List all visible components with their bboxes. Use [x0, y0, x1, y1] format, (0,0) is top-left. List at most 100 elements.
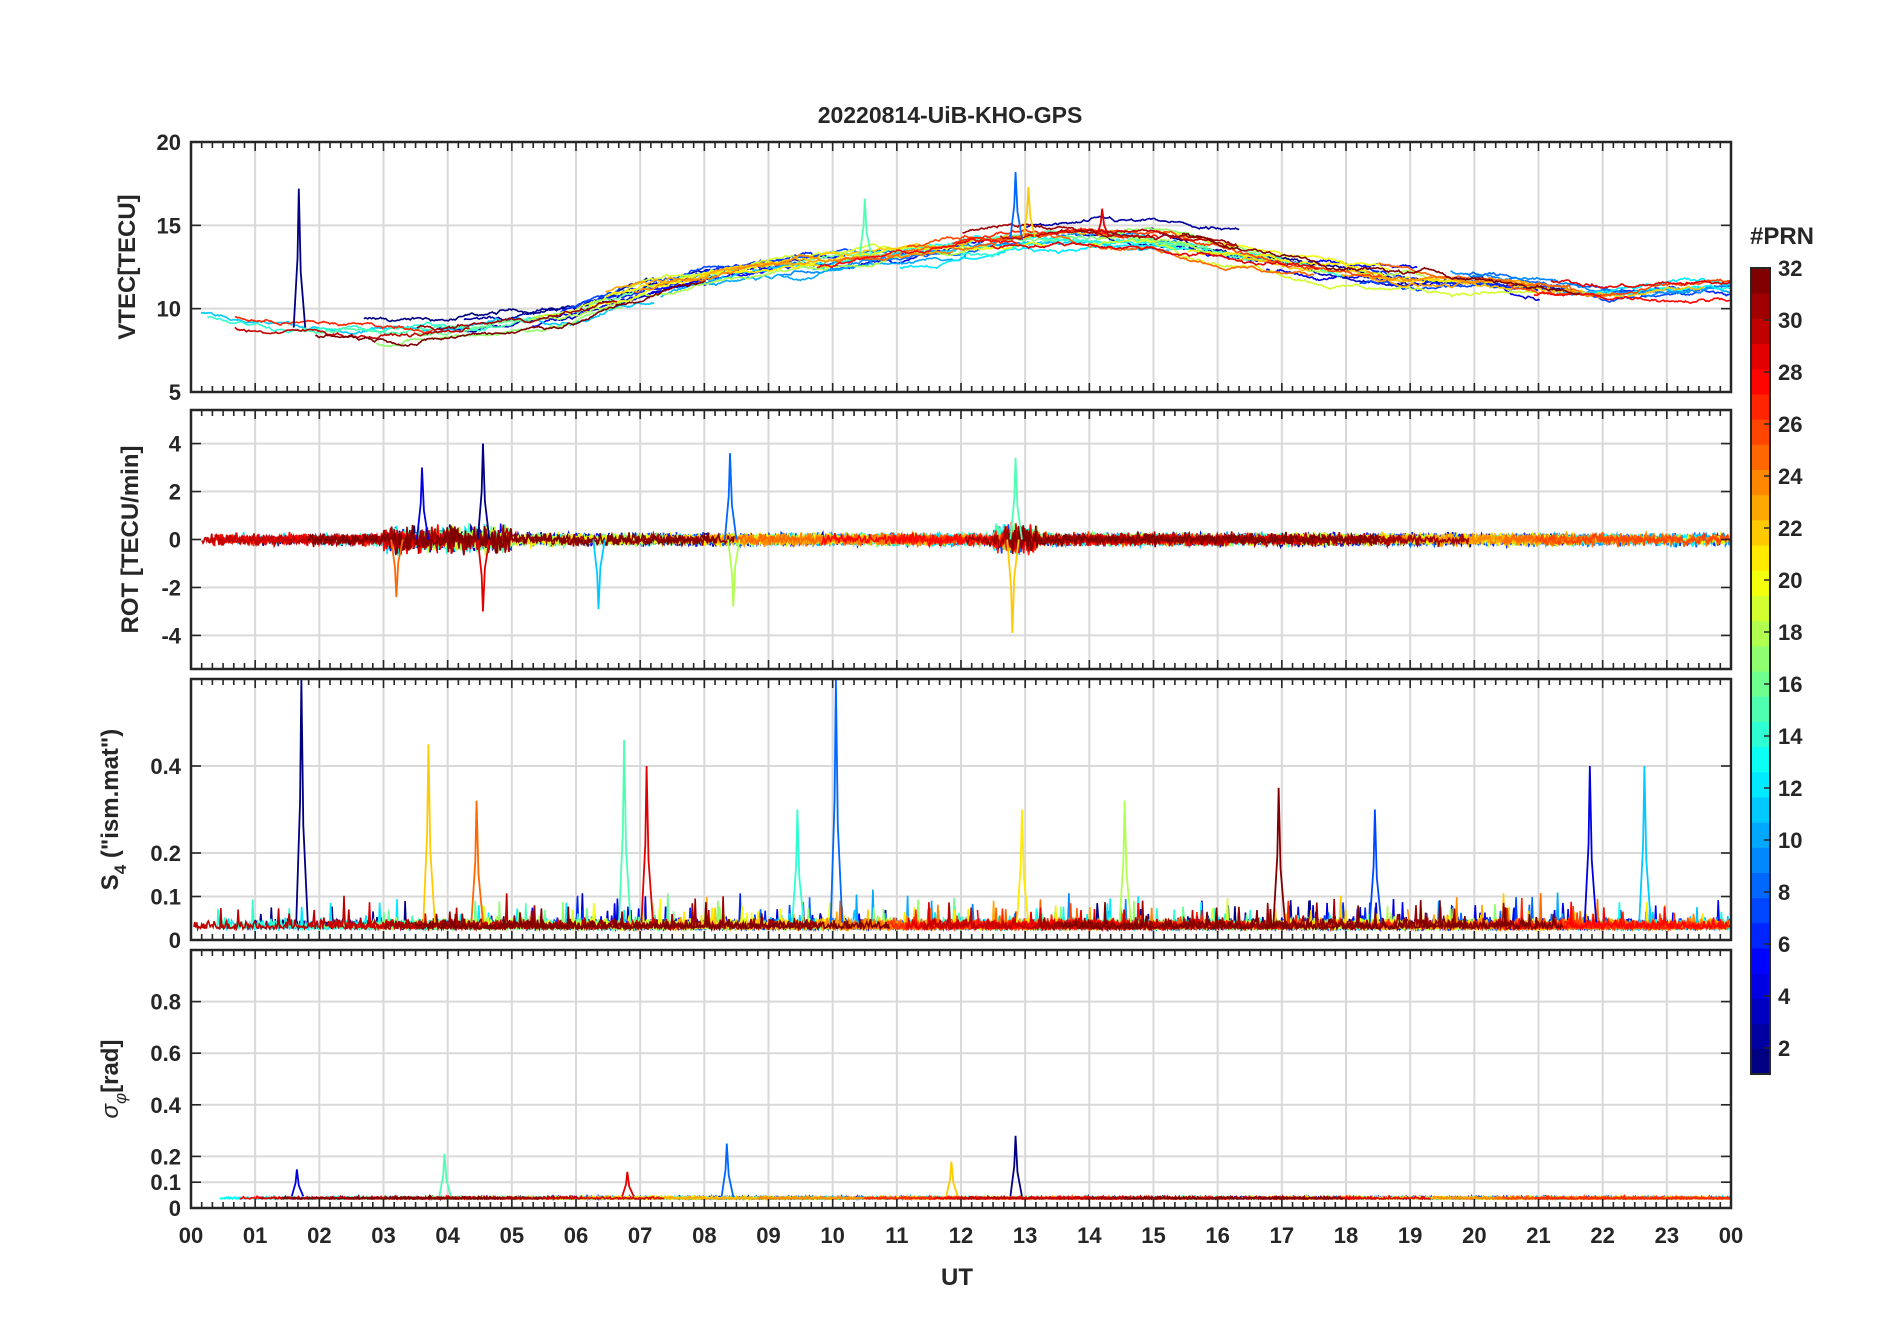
colorbar-swatch [1751, 1023, 1770, 1050]
x-tick-label: 04 [435, 1223, 460, 1248]
x-tick-label: 00 [1719, 1223, 1743, 1248]
colorbar-tick-label: 20 [1778, 568, 1802, 593]
colorbar-swatch [1751, 595, 1770, 622]
series-prn-23-pass-2 [605, 259, 822, 293]
series-prn-31-pass-1 [416, 299, 618, 331]
colorbar-label: #PRN [1750, 223, 1814, 250]
spike-11 [791, 809, 805, 923]
y-axis-label: σφ[rad] [97, 1040, 130, 1119]
x-tick-label: 13 [1013, 1223, 1037, 1248]
series-prn-25-pass-1 [1502, 531, 1731, 549]
y-tick-label: 0.2 [150, 1144, 181, 1169]
spike-5 [1583, 765, 1598, 923]
colorbar-swatch [1751, 796, 1770, 823]
spike-10 [1368, 809, 1383, 923]
series-prn-28-pass-1 [1504, 901, 1731, 932]
colorbar-swatch [1751, 948, 1770, 974]
axes-frame [189, 140, 1733, 394]
series-prn-28-pass-2 [816, 238, 1018, 269]
spike-1 [1009, 171, 1023, 239]
panel-sigma: 00.10.2 0.4 0.6 0.8 σφ[rad] [97, 948, 1733, 1221]
series-group [200, 171, 1731, 348]
spike-3 [422, 744, 436, 923]
series-prn-32-pass-2 [1181, 232, 1580, 295]
spike-2 [1009, 457, 1023, 540]
series-group [193, 679, 1731, 933]
spike-7 [727, 539, 741, 607]
x-tick-label: 05 [500, 1223, 524, 1248]
series-prn-32-pass-1 [414, 902, 891, 932]
colorbar-tick-label: 22 [1778, 516, 1802, 541]
series-prn-30-pass-1 [234, 326, 470, 340]
colorbar-swatch [1751, 393, 1770, 420]
spike-4 [640, 765, 654, 923]
colorbar-swatch [1751, 998, 1770, 1025]
x-tick-label: 12 [949, 1223, 973, 1248]
series-prn-14-pass-1 [959, 237, 1344, 277]
y-tick-label: 0 [169, 928, 181, 953]
x-tick-label: 00 [179, 1223, 203, 1248]
y-tick-label: 0.2 [150, 841, 181, 866]
series-prn-16-pass-1 [999, 233, 1210, 249]
spike-5 [415, 467, 430, 540]
x-tick-label: 06 [564, 1223, 588, 1248]
spike-5 [290, 1169, 305, 1197]
series-prn-30-pass-2 [1000, 228, 1237, 248]
colorbar-tick-label: 30 [1778, 308, 1802, 333]
x-tick-label: 17 [1270, 1223, 1294, 1248]
spike-7 [1118, 800, 1132, 923]
colorbar-tick-label: 12 [1778, 776, 1802, 801]
series-prn-26-pass-1 [1535, 531, 1731, 547]
series-prn-10-pass-1 [660, 254, 967, 298]
spike-3 [1006, 539, 1020, 634]
y-tick-label: 10 [157, 297, 181, 322]
x-tick-label: 03 [371, 1223, 395, 1248]
x-tick-label: 23 [1655, 1223, 1679, 1248]
spike-0 [1009, 1135, 1023, 1197]
x-tick-label: 10 [820, 1223, 844, 1248]
spike-2 [618, 739, 632, 923]
axes-frame [189, 408, 1733, 671]
colorbar-swatch [1751, 771, 1770, 798]
y-axis-label: ROT [TECU/min] [117, 446, 144, 634]
y-tick-label: 0.6 [150, 1041, 181, 1066]
colorbar-tick-label: 16 [1778, 672, 1802, 697]
y-tick-label: 0 [169, 1196, 181, 1221]
x-tick-label: 02 [307, 1223, 331, 1248]
y-axis-label: S4 ("ism.mat") [97, 729, 130, 891]
x-tick-label: 18 [1334, 1223, 1358, 1248]
x-tick-label: 16 [1205, 1223, 1229, 1248]
spike-8 [470, 800, 484, 923]
spike-4 [1096, 208, 1110, 237]
y-tick-label: 5 [169, 380, 181, 405]
series-prn-32-pass-2 [1123, 1194, 1344, 1201]
x-tick-label: 08 [692, 1223, 716, 1248]
spike-0 [476, 443, 491, 540]
series-prn-18-pass-2 [530, 249, 970, 321]
series-prn-32-pass-2 [1007, 525, 1381, 555]
spike-2 [438, 1153, 452, 1197]
x-tick-label: 01 [243, 1223, 267, 1248]
colorbar-swatch [1751, 696, 1770, 722]
series-prn-28-pass-1 [1533, 291, 1731, 305]
y-tick-label: 2 [169, 480, 181, 505]
series-prn-9-pass-2 [1450, 270, 1731, 298]
series-prn-12-pass-1 [899, 240, 1198, 270]
colorbar-swatch [1751, 318, 1770, 345]
series-prn-14-pass-2 [206, 315, 493, 334]
series-prn-32-pass-2 [1060, 900, 1564, 932]
x-tick-label: 22 [1590, 1223, 1614, 1248]
spike-4 [476, 539, 491, 612]
colorbar-swatch [1751, 645, 1770, 672]
colorbar-swatch [1751, 368, 1770, 395]
y-tick-label: 0 [169, 528, 181, 553]
colorbar-frame [1750, 267, 1771, 1075]
series-group [219, 1135, 1731, 1202]
colorbar-swatch [1751, 545, 1770, 571]
colorbar-swatch [1751, 293, 1770, 319]
colorbar-swatch [1751, 519, 1770, 546]
y-tick-label: 20 [157, 130, 181, 155]
series-prn-27-pass-1 [1464, 897, 1705, 933]
